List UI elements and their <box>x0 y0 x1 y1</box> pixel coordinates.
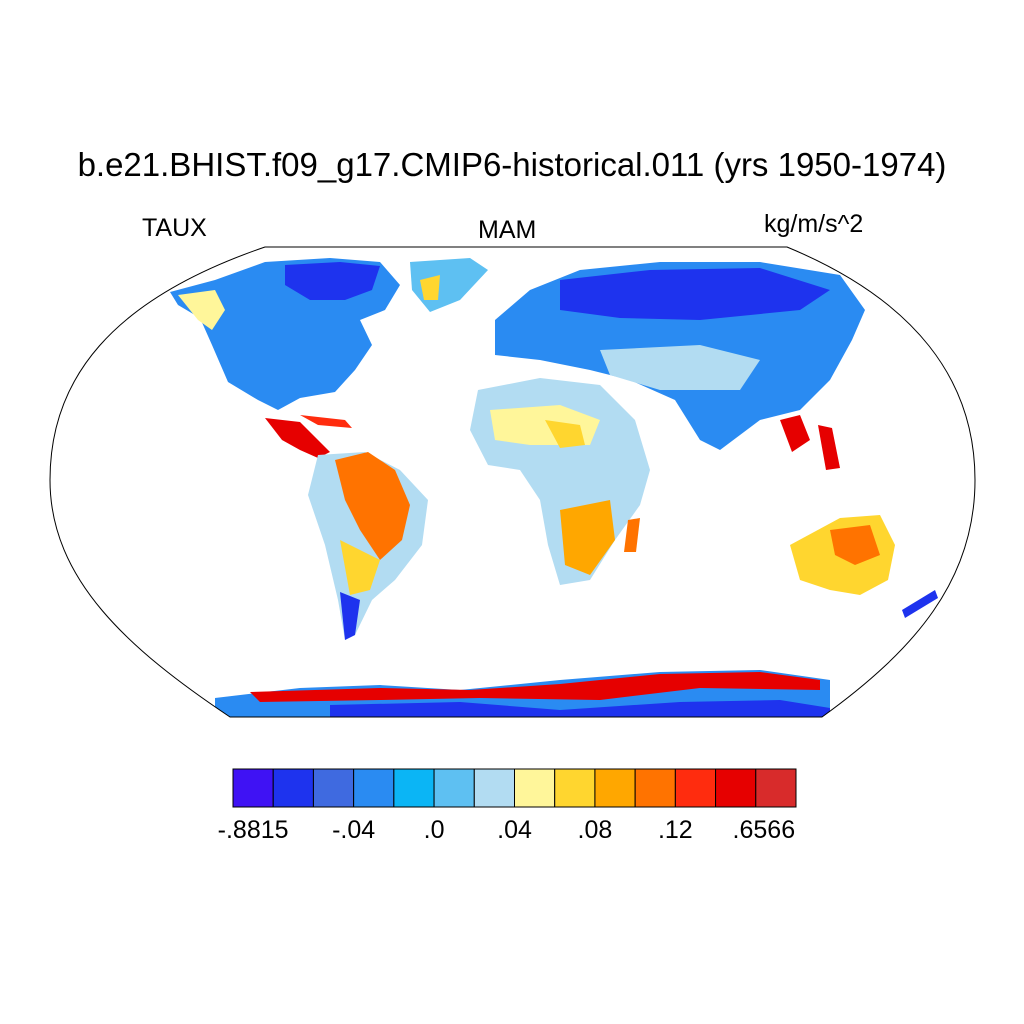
asia-light-band <box>600 345 760 390</box>
greenland-yellow <box>420 275 440 300</box>
siberia-dark-blue <box>560 268 830 320</box>
southern-africa-orange <box>560 500 615 575</box>
north-america-north-blue <box>285 262 380 300</box>
colorbar-box <box>594 768 636 808</box>
australia-red <box>830 525 880 565</box>
south-america-tip-blue <box>340 592 360 640</box>
philippines-red <box>818 425 840 470</box>
globe-outline <box>49 246 976 718</box>
colorbar-box <box>674 768 717 808</box>
west-coast-strip <box>178 290 225 330</box>
colorbar-tick-label: -.8815 <box>217 816 289 844</box>
colorbar-box <box>473 768 515 808</box>
colorbar-tick-label: .12 <box>657 816 693 844</box>
units-label: kg/m/s^2 <box>764 210 864 238</box>
south-america-red <box>335 452 410 560</box>
colorbar-box <box>393 768 435 808</box>
colorbar-tick-label: -.04 <box>332 816 376 844</box>
colorbar-box <box>755 768 797 808</box>
colorbar-tick-label: .0 <box>423 816 445 844</box>
colorbar-box <box>715 768 757 808</box>
colorbar-box <box>353 768 395 808</box>
colorbar-tick-label: .6566 <box>732 816 796 844</box>
colorbar-tick-label: .04 <box>497 816 532 844</box>
colorbar-box <box>232 768 274 808</box>
sahel-orange <box>545 420 585 448</box>
central-america-region <box>265 418 330 458</box>
colorbar-box <box>433 768 475 808</box>
madagascar <box>624 518 640 552</box>
colorbar-box <box>514 768 556 808</box>
colorbar-tick-label: .08 <box>577 816 613 844</box>
colorbar-box <box>554 768 596 808</box>
caribbean-islands <box>300 415 352 428</box>
season-label: MAM <box>478 216 537 244</box>
antarctica-red-band <box>250 672 820 702</box>
colorbar-box <box>312 768 355 808</box>
colorbar-box <box>634 768 676 808</box>
map-title: b.e21.BHIST.f09_g17.CMIP6-historical.011… <box>77 146 947 183</box>
southeast-asia-red <box>780 415 810 452</box>
south-america-yellow <box>340 540 380 595</box>
new-zealand <box>902 590 938 618</box>
variable-label: TAUX <box>142 214 207 242</box>
colorbar-box <box>272 768 314 808</box>
antarctica-blue-band <box>330 700 830 717</box>
